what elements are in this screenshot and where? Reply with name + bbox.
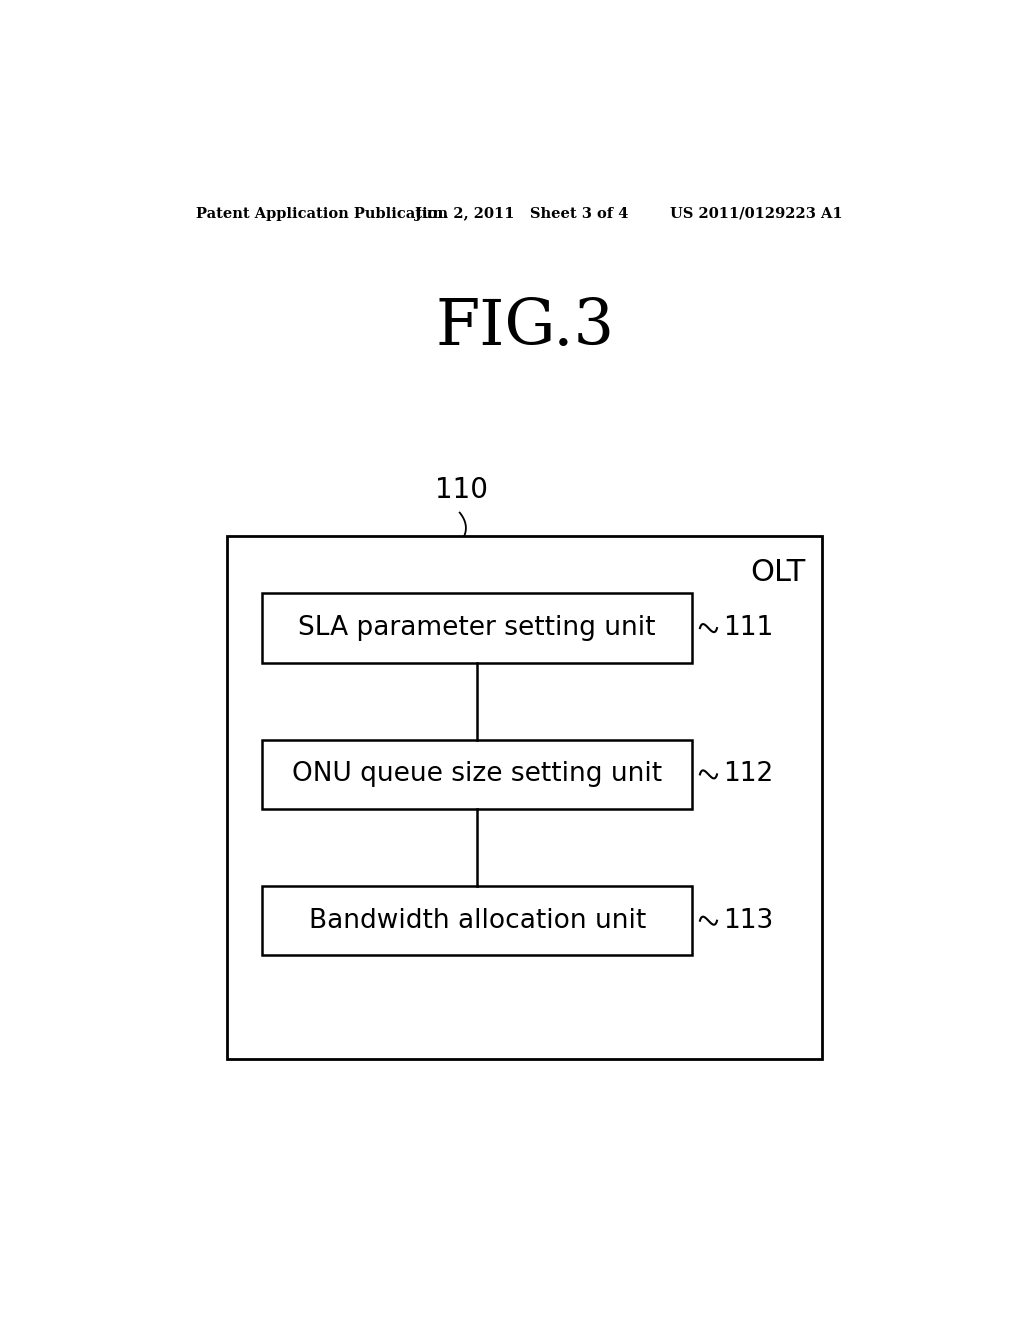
- Bar: [227, 536, 822, 1059]
- Text: Bandwidth allocation unit: Bandwidth allocation unit: [308, 908, 646, 933]
- Text: 110: 110: [435, 475, 487, 503]
- Text: FIG.3: FIG.3: [435, 297, 614, 358]
- Text: OLT: OLT: [751, 558, 805, 587]
- Text: SLA parameter setting unit: SLA parameter setting unit: [298, 615, 656, 642]
- Text: Patent Application Publication: Patent Application Publication: [197, 207, 449, 220]
- Text: Jun. 2, 2011   Sheet 3 of 4: Jun. 2, 2011 Sheet 3 of 4: [415, 207, 628, 220]
- Text: ONU queue size setting unit: ONU queue size setting unit: [292, 762, 663, 788]
- Bar: [262, 739, 692, 809]
- Text: 113: 113: [723, 908, 773, 933]
- Bar: [262, 594, 692, 663]
- Text: US 2011/0129223 A1: US 2011/0129223 A1: [671, 207, 843, 220]
- Bar: [262, 886, 692, 956]
- Text: 111: 111: [723, 615, 773, 642]
- Text: 112: 112: [723, 762, 773, 788]
